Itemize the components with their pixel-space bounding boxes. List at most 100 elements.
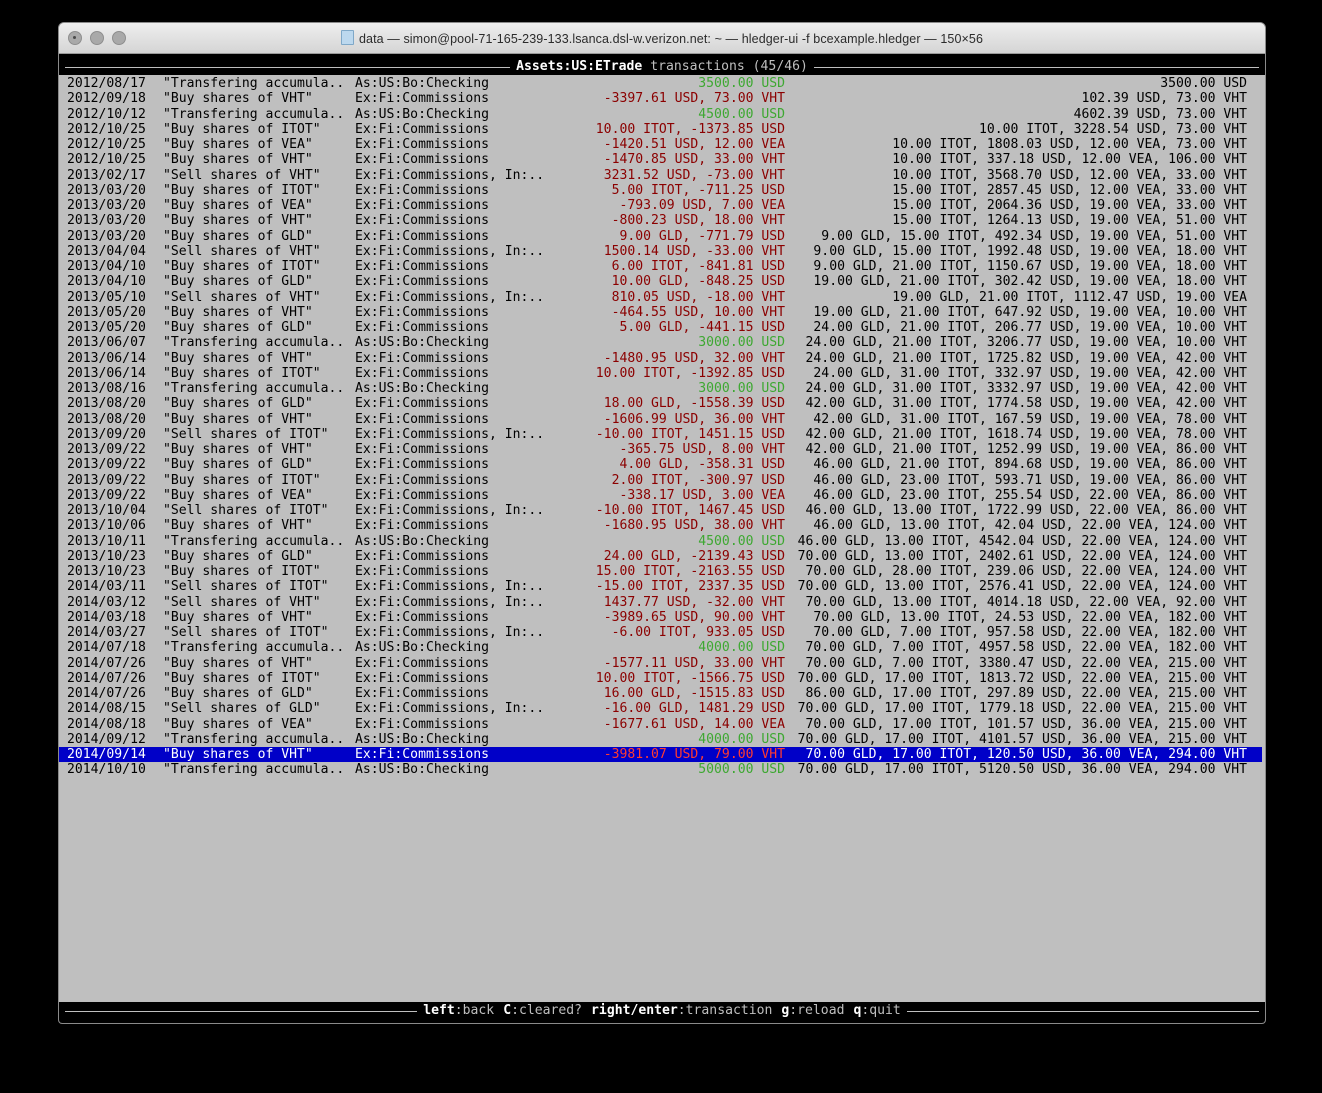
table-row[interactable]: 2014/09/14 "Buy shares of VHT" Ex:Fi:Commi… <box>59 747 1265 763</box>
table-row[interactable]: 2014/07/26 "Buy shares of VHT" Ex:Fi:Commi… <box>59 656 1265 671</box>
table-row[interactable]: 2012/10/25 "Buy shares of VEA" Ex:Fi:Commi… <box>59 137 1265 152</box>
table-row[interactable]: 2013/08/20 "Buy shares of GLD" Ex:Fi:Commi… <box>59 396 1265 411</box>
table-row[interactable]: 2013/06/14 "Buy shares of VHT" Ex:Fi:Commi… <box>59 351 1265 366</box>
table-row[interactable]: 2013/04/04 "Sell shares of VHT" Ex:Fi:Comm… <box>59 244 1265 259</box>
table-row[interactable]: 2013/08/20 "Buy shares of VHT" Ex:Fi:Commi… <box>59 412 1265 427</box>
table-row[interactable]: 2013/09/22 "Buy shares of VHT" Ex:Fi:Commi… <box>59 442 1265 457</box>
table-row[interactable]: 2013/09/22 "Buy shares of VEA" Ex:Fi:Commi… <box>59 488 1265 503</box>
table-row[interactable]: 2013/06/07 "Transfering accumula.. As:US:B… <box>59 335 1265 350</box>
cell-desc: "Buy shares of VHT" <box>163 304 313 320</box>
cell-balance: 19.00 GLD, 21.00 ITOT, 302.42 USD, 19.00… <box>813 274 1247 290</box>
table-row[interactable]: 2013/04/10 "Buy shares of GLD" Ex:Fi:Commi… <box>59 274 1265 289</box>
table-row[interactable]: 2013/10/11 "Transfering accumula.. As:US:B… <box>59 534 1265 549</box>
cell-account: Ex:Fi:Commissions <box>355 228 490 244</box>
footer-key-quit[interactable]: q:quit <box>853 1003 900 1018</box>
cell-account: Ex:Fi:Commissions <box>355 350 490 366</box>
table-row[interactable]: 2014/03/18 "Buy shares of VHT" Ex:Fi:Commi… <box>59 610 1265 625</box>
cell-amount: -3397.61 USD, 73.00 VHT <box>603 91 785 107</box>
table-row[interactable]: 2013/05/10 "Sell shares of VHT" Ex:Fi:Comm… <box>59 290 1265 305</box>
key-separator: : <box>789 1002 798 1018</box>
cell-date: 2013/09/22 <box>67 457 146 473</box>
table-row[interactable]: 2012/10/25 "Buy shares of ITOT" Ex:Fi:Comm… <box>59 122 1265 137</box>
cell-balance: 24.00 GLD, 31.00 ITOT, 332.97 USD, 19.00… <box>813 365 1247 381</box>
table-row[interactable]: 2013/10/23 "Buy shares of ITOT" Ex:Fi:Comm… <box>59 564 1265 579</box>
table-row[interactable]: 2013/08/16 "Transfering accumula.. As:US:B… <box>59 381 1265 396</box>
hledger-header-bar: Assets:US:ETrade transactions (45/46) <box>59 58 1265 75</box>
cell-account: Ex:Fi:Commissions <box>355 655 490 671</box>
table-row[interactable]: 2014/07/26 "Buy shares of GLD" Ex:Fi:Commi… <box>59 686 1265 701</box>
table-row[interactable]: 2012/09/18 "Buy shares of VHT" Ex:Fi:Commi… <box>59 91 1265 106</box>
table-row[interactable]: 2013/09/22 "Buy shares of GLD" Ex:Fi:Commi… <box>59 457 1265 472</box>
cell-amount: -464.55 USD, 10.00 VHT <box>611 304 785 320</box>
table-row[interactable]: 2012/08/17 "Transfering accumula.. As:US:B… <box>59 76 1265 91</box>
cell-amount: 4.00 GLD, -358.31 USD <box>619 457 785 473</box>
window-title: data — simon@pool-71-165-239-133.lsanca.… <box>59 30 1265 46</box>
cell-date: 2014/07/26 <box>67 655 146 671</box>
table-row[interactable]: 2013/04/10 "Buy shares of ITOT" Ex:Fi:Comm… <box>59 259 1265 274</box>
table-row[interactable]: 2014/08/15 "Sell shares of GLD" Ex:Fi:Comm… <box>59 701 1265 716</box>
table-row[interactable]: 2013/09/20 "Sell shares of ITOT" Ex:Fi:Com… <box>59 427 1265 442</box>
table-row[interactable]: 2012/10/12 "Transfering accumula.. As:US:B… <box>59 107 1265 122</box>
cell-account: As:US:Bo:Checking <box>355 335 490 351</box>
table-row[interactable]: 2014/07/18 "Transfering accumula.. As:US:B… <box>59 640 1265 655</box>
minimize-button[interactable] <box>90 31 104 45</box>
table-row[interactable]: 2013/10/23 "Buy shares of GLD" Ex:Fi:Commi… <box>59 549 1265 564</box>
cell-balance: 15.00 ITOT, 2064.36 USD, 19.00 VEA, 33.0… <box>892 198 1247 213</box>
table-row[interactable]: 2014/03/27 "Sell shares of ITOT" Ex:Fi:Com… <box>59 625 1265 640</box>
cell-amount: 5.00 GLD, -441.15 USD <box>619 320 785 335</box>
key-action: reload <box>797 1002 845 1018</box>
table-row[interactable]: 2013/05/20 "Buy shares of GLD" Ex:Fi:Commi… <box>59 320 1265 335</box>
cell-account: As:US:Bo:Checking <box>355 76 490 91</box>
cell-date: 2014/08/18 <box>67 716 146 732</box>
cell-date: 2014/03/12 <box>67 594 146 610</box>
footer-key-back[interactable]: left:back <box>423 1003 494 1018</box>
table-row[interactable]: 2013/03/20 "Buy shares of VEA" Ex:Fi:Commi… <box>59 198 1265 213</box>
table-row[interactable]: 2014/09/12 "Transfering accumula.. As:US:B… <box>59 732 1265 747</box>
window-controls <box>59 31 126 45</box>
footer-key-transaction[interactable]: right/enter:transaction <box>591 1003 772 1018</box>
zoom-button[interactable] <box>112 31 126 45</box>
footer-key-reload[interactable]: g:reload <box>781 1003 844 1018</box>
key-action: quit <box>869 1002 901 1018</box>
table-row[interactable]: 2013/05/20 "Buy shares of VHT" Ex:Fi:Commi… <box>59 305 1265 320</box>
cell-balance: 9.00 GLD, 21.00 ITOT, 1150.67 USD, 19.00… <box>813 259 1247 274</box>
right-gutter <box>1262 75 1265 1002</box>
cell-balance: 24.00 GLD, 21.00 ITOT, 3206.77 USD, 19.0… <box>805 335 1247 351</box>
cell-balance: 24.00 GLD, 21.00 ITOT, 1725.82 USD, 19.0… <box>805 350 1247 366</box>
table-row[interactable]: 2014/07/26 "Buy shares of ITOT" Ex:Fi:Comm… <box>59 671 1265 686</box>
table-row[interactable]: 2014/10/10 "Transfering accumula.. As:US:B… <box>59 762 1265 777</box>
transaction-list[interactable]: 2012/08/17 "Transfering accumula.. As:US:B… <box>59 75 1265 1002</box>
cell-account: Ex:Fi:Commissions, In:.. <box>355 426 545 442</box>
table-row[interactable]: 2014/03/12 "Sell shares of VHT" Ex:Fi:Comm… <box>59 595 1265 610</box>
table-row[interactable]: 2014/08/18 "Buy shares of VEA" Ex:Fi:Commi… <box>59 717 1265 732</box>
cell-account: As:US:Bo:Checking <box>355 106 490 122</box>
footer-key-cleared[interactable]: C:cleared? <box>503 1003 582 1018</box>
table-row[interactable]: 2013/10/06 "Buy shares of VHT" Ex:Fi:Commi… <box>59 518 1265 533</box>
table-row[interactable]: 2013/03/20 "Buy shares of GLD" Ex:Fi:Commi… <box>59 229 1265 244</box>
cell-date: 2013/10/23 <box>67 564 146 579</box>
table-row[interactable]: 2013/09/22 "Buy shares of ITOT" Ex:Fi:Comm… <box>59 473 1265 488</box>
cell-date: 2014/10/10 <box>67 762 146 778</box>
cell-desc: "Buy shares of VHT" <box>163 152 313 168</box>
table-row[interactable]: 2013/06/14 "Buy shares of ITOT" Ex:Fi:Comm… <box>59 366 1265 381</box>
cell-balance: 46.00 GLD, 23.00 ITOT, 593.71 USD, 19.00… <box>813 472 1247 488</box>
cell-balance: 10.00 ITOT, 3228.54 USD, 73.00 VHT <box>978 121 1247 137</box>
table-row[interactable]: 2013/03/20 "Buy shares of ITOT" Ex:Fi:Comm… <box>59 183 1265 198</box>
table-row[interactable]: 2013/10/04 "Sell shares of ITOT" Ex:Fi:Com… <box>59 503 1265 518</box>
close-button[interactable] <box>68 31 82 45</box>
cell-date: 2013/04/04 <box>67 243 146 259</box>
cell-amount: 5.00 ITOT, -711.25 USD <box>611 182 785 198</box>
cell-desc: "Sell shares of ITOT" <box>163 625 329 640</box>
window-titlebar[interactable]: data — simon@pool-71-165-239-133.lsanca.… <box>59 23 1265 54</box>
document-icon <box>340 30 354 45</box>
cell-amount: 9.00 GLD, -771.79 USD <box>619 228 785 244</box>
table-row[interactable]: 2014/03/11 "Sell shares of ITOT" Ex:Fi:Com… <box>59 579 1265 594</box>
key-label: right/enter <box>591 1002 678 1018</box>
table-row[interactable]: 2013/02/17 "Sell shares of VHT" Ex:Fi:Comm… <box>59 168 1265 183</box>
cell-desc: "Sell shares of ITOT" <box>163 503 329 518</box>
cell-desc: "Buy shares of GLD" <box>163 320 313 335</box>
key-label: C <box>503 1002 512 1018</box>
table-row[interactable]: 2012/10/25 "Buy shares of VHT" Ex:Fi:Commi… <box>59 152 1265 167</box>
cell-amount: -10.00 ITOT, 1451.15 USD <box>595 426 785 442</box>
table-row[interactable]: 2013/03/20 "Buy shares of VHT" Ex:Fi:Commi… <box>59 213 1265 228</box>
